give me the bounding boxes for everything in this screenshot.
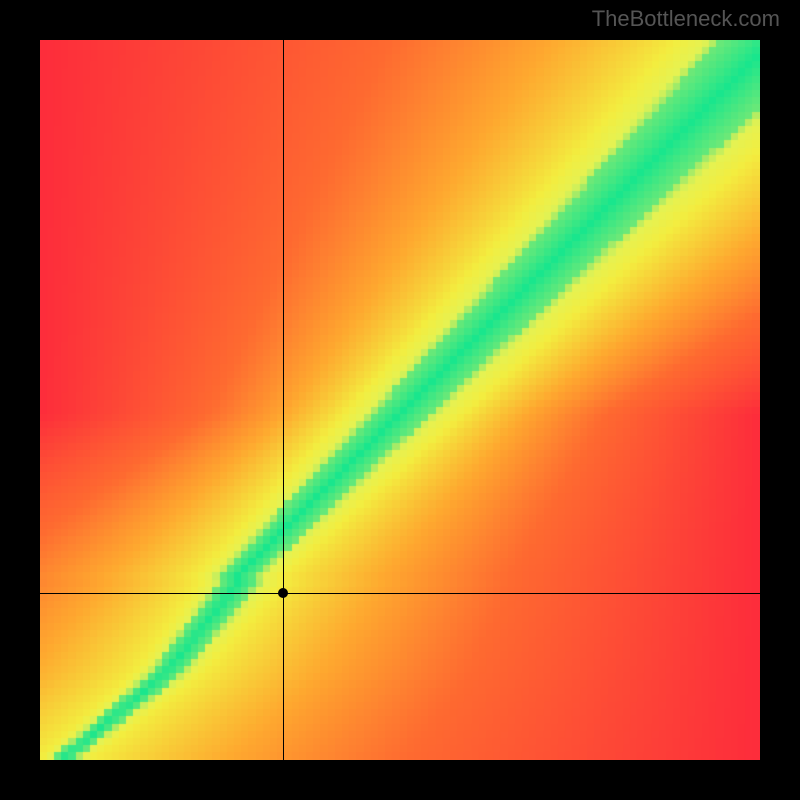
crosshair-horizontal <box>40 593 760 594</box>
crosshair-vertical <box>283 40 284 760</box>
plot-area <box>40 40 760 760</box>
watermark-text: TheBottleneck.com <box>592 6 780 32</box>
marker-dot <box>278 588 288 598</box>
chart-container: TheBottleneck.com <box>0 0 800 800</box>
heatmap-canvas <box>40 40 760 760</box>
